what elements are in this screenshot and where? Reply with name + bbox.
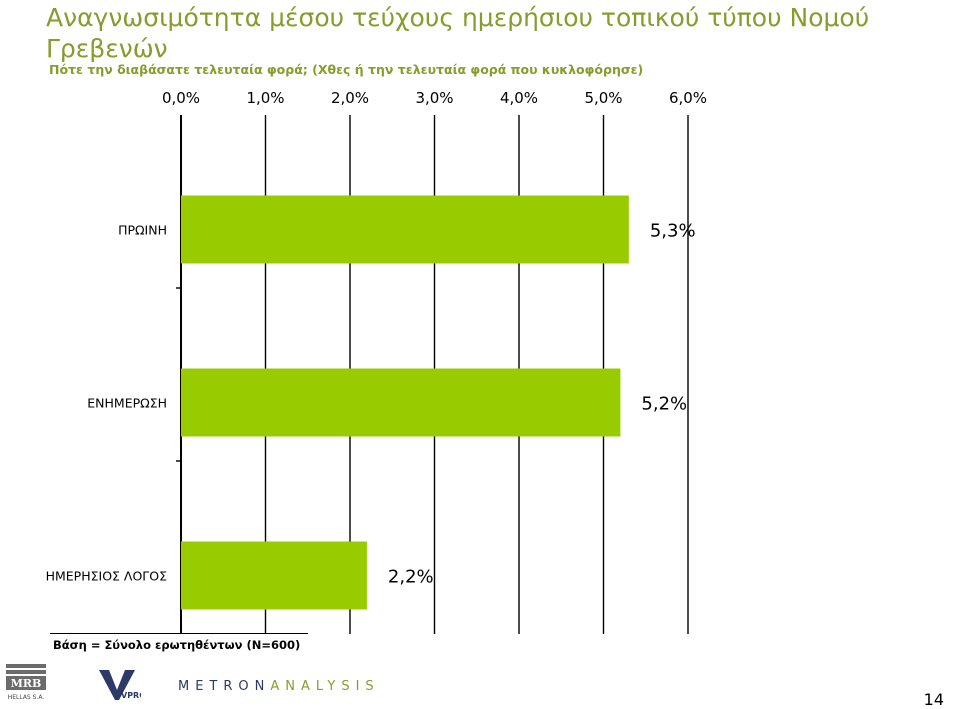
svg-text:HELLAS S.A.: HELLAS S.A.: [8, 694, 45, 701]
base-note: Βάση = Σύνολο ερωτηθέντων (Ν=600): [53, 638, 301, 652]
x-tick-label: 2,0%: [331, 89, 369, 107]
metron-analysis-logo: METRONANALYSIS: [178, 679, 380, 694]
x-tick-label: 3,0%: [415, 89, 453, 107]
category-label: ΕΝΗΜΕΡΩΣΗ: [87, 396, 167, 411]
footer-divider: [50, 633, 308, 634]
category-label-layer: ΠΡΩΙΝΗ ΕΝΗΜΕΡΩΣΗ ΗΜΕΡΗΣΙΟΣ ΛΟΓΟΣ: [46, 223, 168, 584]
value-label-layer: 5,3% 5,2% 2,2%: [388, 221, 696, 588]
bar-layer: [181, 195, 629, 610]
bar: [181, 368, 621, 437]
data-label: 5,3%: [650, 221, 696, 242]
category-label: ΗΜΕΡΗΣΙΟΣ ΛΟΓΟΣ: [46, 569, 168, 584]
x-tick-label: 5,0%: [584, 89, 622, 107]
page-number: 14: [923, 690, 944, 709]
x-tick-label: 6,0%: [669, 89, 707, 107]
x-tick-label: 0,0%: [162, 89, 200, 107]
x-tick-label: 1,0%: [246, 89, 284, 107]
page-title: Αναγνωσιμότητα μέσου τεύχους ημερήσιου τ…: [46, 3, 870, 63]
svg-text:MRB: MRB: [11, 677, 42, 690]
vprc-logo: VPRC: [99, 670, 141, 700]
x-tick-label: 4,0%: [500, 89, 538, 107]
svg-text:VPRC: VPRC: [121, 691, 141, 700]
tick-label-layer: 0,0% 1,0% 2,0% 3,0% 4,0% 5,0% 6,0%: [162, 89, 707, 107]
bar: [181, 541, 367, 610]
bar: [181, 195, 629, 264]
data-label: 5,2%: [641, 394, 687, 415]
mrb-logo: MRB HELLAS S.A.: [6, 664, 46, 701]
chart-subtitle: Πότε την διαβάσατε τελευταία φορά; (Χθες…: [49, 62, 644, 77]
data-label: 2,2%: [388, 567, 434, 588]
category-label: ΠΡΩΙΝΗ: [118, 223, 167, 238]
bar-chart: 0,0% 1,0% 2,0% 3,0% 4,0% 5,0% 6,0% ΠΡΩΙΝΗ ΕΝΗΜΕ…: [46, 89, 707, 634]
